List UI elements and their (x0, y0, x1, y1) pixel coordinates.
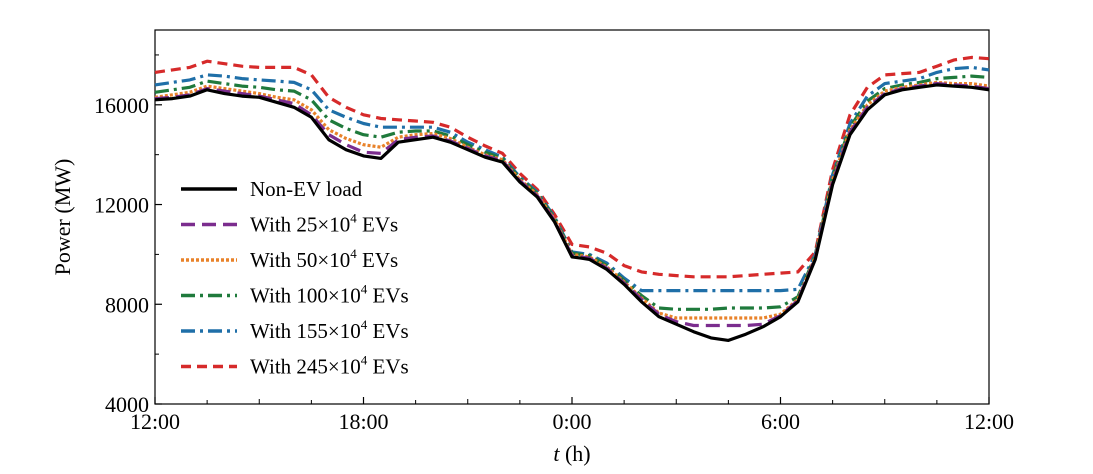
legend-label-2: With 50×104 EVs (250, 246, 398, 272)
x-axis-label: t (h) (553, 441, 590, 466)
x-axis-label-italic: t (553, 441, 560, 466)
x-tick-label: 18:00 (338, 409, 388, 434)
x-tick-label: 0:00 (552, 409, 591, 434)
x-axis-label-unit: (h) (559, 441, 590, 466)
legend-label-4: With 155×104 EVs (250, 317, 409, 343)
series-line-2 (154, 80, 990, 320)
ticks-layer: 12:00 18:00 0:00 6:00 12:0040008000120001600… (94, 54, 1014, 434)
y-tick-label: 4000 (105, 392, 149, 417)
y-axis-label: Power (MW) (50, 159, 75, 276)
legend-label-1: With 25×104 EVs (250, 211, 398, 237)
legend-label-5: With 245×104 EVs (250, 353, 409, 379)
x-tick-label: 6:00 (761, 409, 800, 434)
legend-label-0: Non-EV load (250, 177, 363, 201)
legend: Non-EV load With 25×104 EVs With 50×104 EV… (181, 177, 409, 379)
legend-label-3: With 100×104 EVs (250, 282, 409, 308)
y-tick-label: 12000 (94, 193, 149, 218)
x-tick-label: 12:00 (130, 409, 180, 434)
series-line-0 (154, 83, 990, 342)
y-tick-label: 16000 (94, 93, 149, 118)
series-layer (154, 55, 990, 342)
y-tick-label: 8000 (105, 292, 149, 317)
x-tick-label: 12:00 (964, 409, 1014, 434)
